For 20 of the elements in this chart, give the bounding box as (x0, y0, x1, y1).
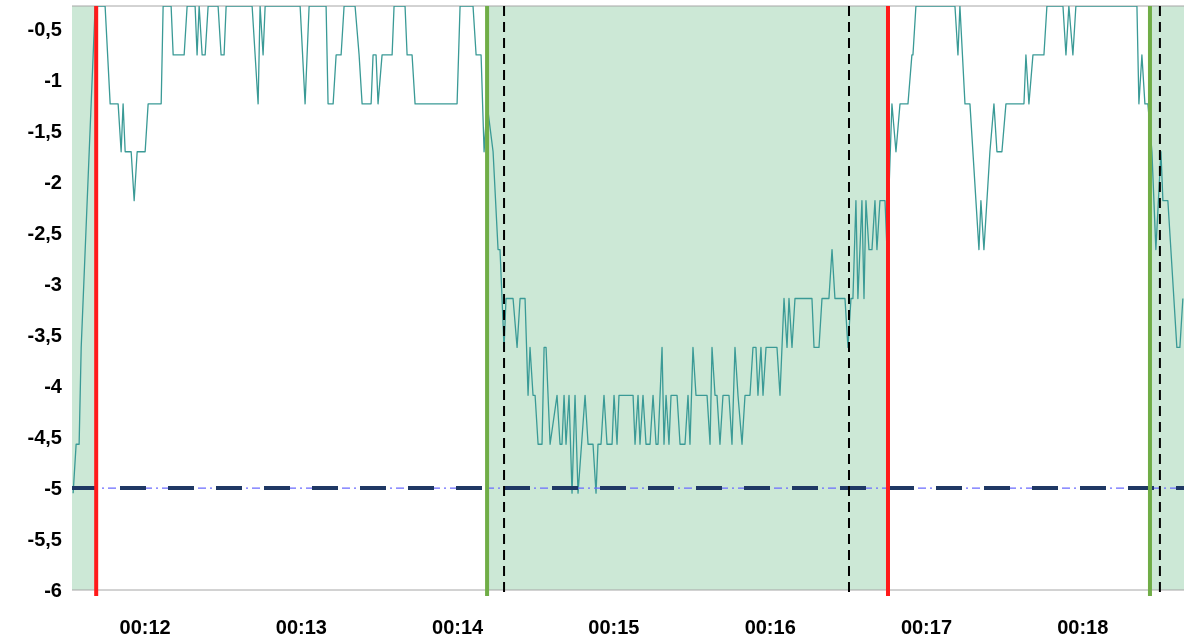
y-tick-label: -0,5 (27, 18, 62, 41)
y-tick-label: -3 (44, 273, 62, 296)
x-tick-label: 00:13 (275, 616, 327, 638)
y-tick-label: -4 (44, 375, 63, 398)
y-tick-label: -1,5 (27, 120, 62, 143)
x-tick-label: 00:17 (900, 616, 953, 638)
x-tick-label: 00:16 (744, 616, 796, 638)
y-tick-label: -2,5 (27, 222, 62, 245)
x-tick-label: 00:14 (432, 616, 485, 638)
y-tick-label: -2 (44, 171, 62, 194)
y-tick-label: -4,5 (27, 426, 62, 449)
line-series (72, 6, 1184, 494)
y-tick-label: -5 (44, 477, 62, 500)
y-tick-label: -3,5 (27, 324, 62, 347)
y-tick-label: -5,5 (27, 528, 62, 551)
x-tick-label: 00:18 (1057, 616, 1109, 638)
y-tick-label: -6 (44, 579, 62, 601)
x-tick-label: 00:15 (588, 616, 640, 638)
x-tick-label: 00:12 (119, 616, 171, 638)
y-tick-label: -1 (44, 69, 62, 92)
